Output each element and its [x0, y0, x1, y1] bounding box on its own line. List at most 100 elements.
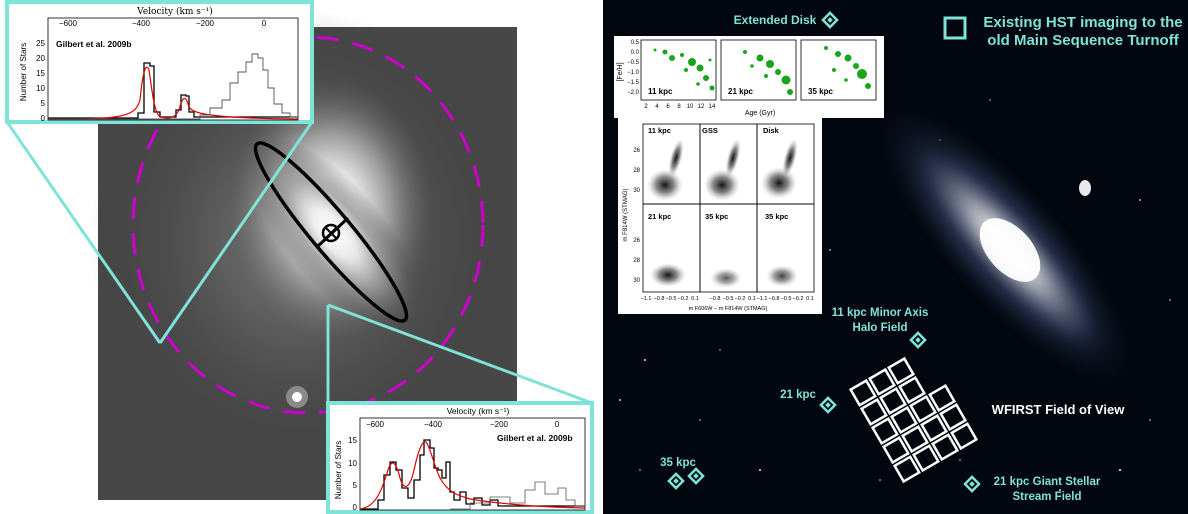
age-panel-label: 21 kpc [728, 87, 753, 96]
label-minor-axis-line1: 11 kpc Minor Axis [832, 307, 929, 319]
age-panel-frame [800, 39, 877, 101]
top-inset-ylabel: Number of Stars [19, 43, 28, 101]
age-ylabel: [Fe/H] [617, 62, 624, 81]
bright-star-glow [286, 386, 308, 408]
zoom-line-top-left [5, 121, 162, 344]
x-tick: 12 [698, 104, 705, 110]
x-tick: 8 [677, 104, 681, 110]
x-tick: −0.2 [735, 296, 746, 302]
andromeda-core [979, 218, 1041, 282]
cmd-panel-frame [756, 203, 815, 293]
x-tick: 0.1 [691, 296, 699, 302]
label-gss-line2: Stream Field [1012, 491, 1081, 503]
x-tick: −1.1 [641, 296, 652, 302]
x-tick: −0.2 [793, 296, 804, 302]
age-panel-frame [640, 39, 717, 101]
top-inset-citation: Gilbert et al. 2009b [56, 39, 132, 49]
label-35kpc: 35 kpc [660, 457, 696, 469]
y-tick: 26 [633, 148, 640, 154]
cmd-panel-label: GSS [702, 126, 718, 135]
x-tick: −1.1 [757, 296, 768, 302]
x-tick: 0 [555, 420, 560, 429]
label-21kpc: 21 kpc [780, 389, 816, 401]
cmd-panels: m F814W (STMAG) 26 28 30 26 28 30 [618, 118, 822, 314]
x-tick: −0.5 [666, 296, 677, 302]
m32-satellite [1079, 180, 1091, 196]
legend-square-icon [943, 16, 967, 40]
x-tick: −200 [196, 19, 215, 28]
y-tick: 26 [633, 238, 640, 244]
hst-field-marker-icon [687, 467, 705, 485]
top-inset-yticks: 25 20 15 10 5 0 [36, 39, 45, 123]
cmd-panel-labels: 11 kpc GSS Disk 21 kpc 35 kpc 35 kpc [648, 126, 788, 221]
y-tick: 10 [348, 459, 357, 468]
hst-field-marker-icon [909, 331, 927, 349]
bright-star [292, 392, 302, 402]
cmd-star-density [647, 138, 798, 288]
y-tick: 0 [353, 503, 358, 512]
bottom-inset-histogram-red [359, 441, 586, 510]
x-tick: −0.8 [710, 296, 721, 302]
age-metallicity-dots [653, 46, 871, 95]
magenta-dashed-ellipse [131, 35, 485, 415]
cmd-panel-label: 35 kpc [705, 212, 728, 221]
cmd-ylabel: m F814W (STMAG) [623, 188, 629, 241]
y-tick: −1.0 [627, 70, 640, 76]
age-yticks: 0.5 0.0 −0.5 −1.0 −1.5 −2.0 [627, 40, 640, 96]
x-tick: 0 [262, 19, 267, 28]
y-tick: 20 [36, 54, 45, 63]
top-inset-histogram-red [47, 66, 299, 120]
left-panel: Velocity (km s⁻¹) −600 −400 −200 0 25 20… [5, 0, 594, 514]
x-tick: −600 [366, 420, 385, 429]
label-gss-line1: 21 kpc Giant Stellar [994, 476, 1101, 488]
x-tick: 4 [655, 104, 659, 110]
y-tick: 5 [41, 99, 46, 108]
x-tick: 2 [644, 104, 648, 110]
cmd-xlabel: m F606W − m F814W (STMAG) [689, 306, 768, 312]
y-tick: 28 [633, 258, 640, 264]
x-tick: 14 [709, 104, 716, 110]
x-tick: 0.1 [806, 296, 814, 302]
legend-text-line1: Existing HST imaging to the [983, 14, 1182, 31]
x-tick: −0.2 [678, 296, 689, 302]
right-panel: Existing HST imaging to the old Main Seq… [603, 0, 1188, 514]
y-tick: 30 [633, 278, 640, 284]
x-tick: −600 [59, 19, 78, 28]
age-metallicity-panels: [Fe/H] 0.5 0.0 −0.5 −1.0 −1.5 −2.0 11 kp… [614, 36, 884, 118]
top-inset-histogram-black [48, 62, 298, 119]
age-panel-frame [720, 39, 797, 101]
y-tick: 15 [348, 436, 357, 445]
y-tick: 0.0 [631, 50, 640, 56]
x-tick: −0.5 [781, 296, 792, 302]
x-tick: 6 [666, 104, 670, 110]
cmd-panel-label: 35 kpc [765, 212, 788, 221]
hst-field-marker-icon [963, 475, 981, 493]
hst-field-marker-icon [819, 396, 837, 414]
y-tick: 10 [36, 84, 45, 93]
bottom-inset-xticks: −600 −400 −200 0 [366, 420, 560, 429]
wfirst-footprint [848, 356, 979, 484]
bottom-inset-yticks: 15 10 5 0 [348, 436, 357, 512]
y-tick: 5 [353, 481, 358, 490]
bottom-velocity-inset: Velocity (km s⁻¹) −600 −400 −200 0 15 10… [326, 401, 594, 514]
top-inset-xticks: −600 −400 −200 0 [59, 19, 267, 28]
top-inset-histogram-gray [48, 53, 298, 120]
cmd-yticks: 26 28 30 26 28 30 [633, 148, 640, 284]
top-inset-plot-frame [47, 17, 299, 121]
x-tick: −0.8 [654, 296, 665, 302]
y-tick: 28 [633, 168, 640, 174]
zoom-line-top-right [158, 121, 314, 344]
label-minor-axis-line2: Halo Field [853, 322, 908, 334]
y-tick: 0.5 [631, 40, 640, 46]
bottom-inset-histogram-gray [450, 481, 585, 510]
center-marker-icon [321, 223, 341, 243]
y-tick: 30 [633, 188, 640, 194]
age-xlabel: Age (Gyr) [745, 110, 775, 117]
y-tick: 15 [36, 69, 45, 78]
y-tick: −2.0 [627, 90, 640, 96]
x-tick: 10 [687, 104, 694, 110]
x-tick: −400 [132, 19, 151, 28]
top-inset-xlabel: Velocity (km s⁻¹) [136, 6, 213, 17]
cmd-panel-label: 21 kpc [648, 212, 671, 221]
